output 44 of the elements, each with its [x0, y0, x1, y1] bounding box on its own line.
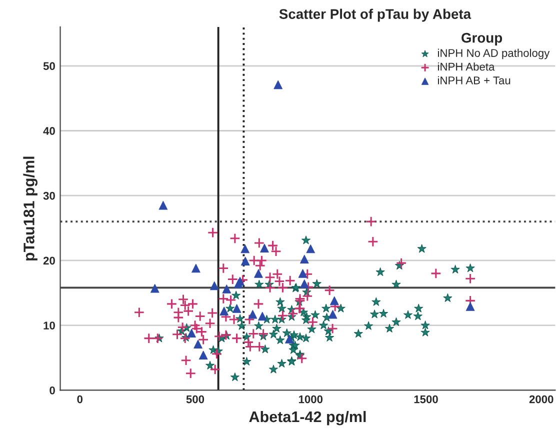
point [274, 80, 282, 90]
point [248, 310, 258, 319]
y-tick-label: 30 [43, 192, 55, 200]
y-tick-label: 50 [43, 62, 55, 70]
point [306, 244, 316, 254]
y-axis-title: pTau181 pg/ml [23, 156, 38, 260]
x-tick-label: 1000 [298, 395, 323, 404]
point [187, 328, 196, 338]
point [258, 312, 267, 321]
point [240, 256, 250, 266]
point [330, 296, 339, 306]
point [254, 269, 263, 278]
point [328, 310, 338, 319]
legend-title: Group [462, 32, 502, 46]
x-tick-label: 500 [186, 395, 204, 404]
point [466, 302, 475, 311]
point [285, 334, 294, 344]
point [222, 284, 232, 294]
legend-label: iNPH Abeta [438, 62, 495, 71]
legend-label: iNPH No AD pathology [438, 48, 550, 60]
point [158, 200, 168, 210]
y-tick-label: 20 [43, 256, 55, 265]
point [240, 244, 250, 254]
legend-label: iNPH AB + Tau [438, 76, 510, 84]
point [150, 284, 160, 293]
point [300, 254, 309, 264]
point [260, 244, 269, 253]
point [300, 279, 309, 288]
point [194, 340, 202, 349]
x-tick-label: 1500 [414, 395, 438, 404]
point [198, 350, 208, 360]
chart-title: Scatter Plot of pTau by Abeta [279, 8, 472, 22]
y-tick-label: 0 [50, 386, 55, 394]
x-tick-label: 2000 [529, 395, 554, 404]
point [220, 306, 228, 316]
x-axis-title: Abeta1-42 pg/ml [249, 410, 366, 426]
point [210, 281, 219, 290]
point [234, 279, 243, 288]
point [232, 304, 242, 313]
y-tick-label: 40 [43, 127, 55, 135]
point [192, 264, 200, 273]
y-tick-label: 10 [44, 322, 55, 330]
x-tick-label: 0 [77, 395, 83, 404]
point [298, 269, 308, 278]
